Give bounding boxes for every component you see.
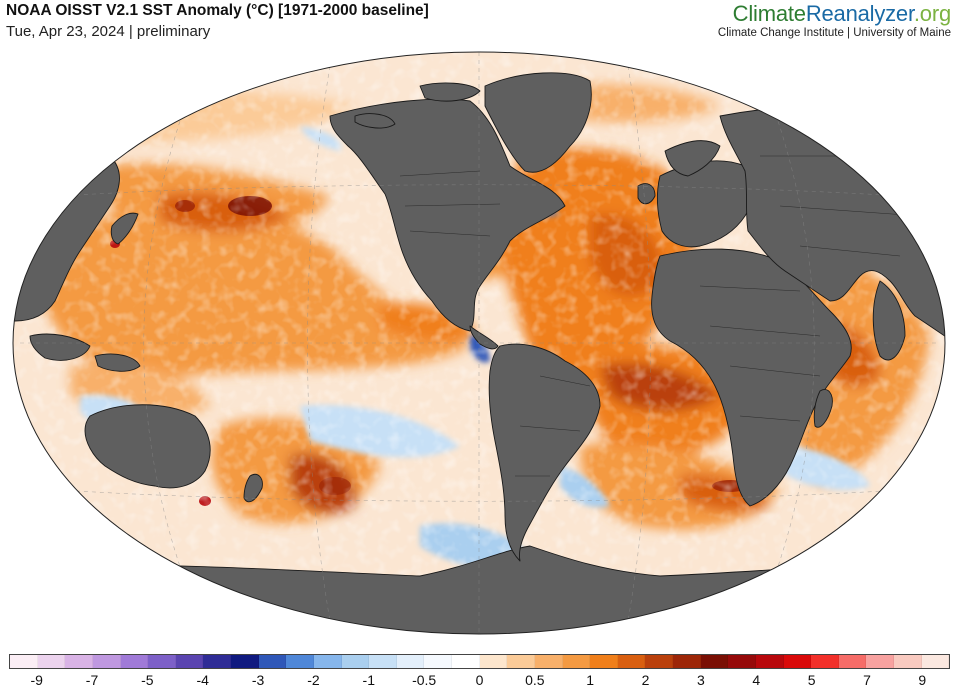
- colorbar-swatch: [120, 655, 149, 668]
- land-india: [872, 280, 906, 361]
- land-europe: [656, 160, 755, 248]
- colorbar-tick-label: -4: [196, 672, 209, 688]
- colorbar-swatch: [755, 655, 784, 668]
- graticule: [20, 52, 938, 634]
- world-map: [0, 46, 959, 642]
- colorbar-swatch: [65, 655, 93, 668]
- colorbar-swatch: [866, 655, 894, 668]
- land-antarctica: [13, 545, 945, 634]
- colorbar-swatch: [562, 655, 591, 668]
- map-date-subtitle: Tue, Apr 23, 2024 | preliminary: [6, 23, 211, 40]
- colorbar-swatch: [894, 655, 922, 668]
- colorbar-swatch: [838, 655, 867, 668]
- colorbar-tick-label: -3: [251, 672, 265, 688]
- colorbar-tick-label: 4: [752, 672, 761, 688]
- colorbar-swatch: [92, 655, 121, 668]
- brand-name-part3: .org: [913, 1, 951, 26]
- land-central-america: [469, 325, 499, 350]
- colorbar-swatch: [313, 655, 342, 668]
- land-greenland: [484, 72, 592, 173]
- colorbar-swatch: [203, 655, 231, 668]
- colorbar-tick-label: -5: [141, 672, 154, 688]
- colorbar-tick-label: 1: [586, 672, 595, 688]
- colorbar-tick-label: -1: [362, 672, 376, 688]
- land-uk: [637, 183, 656, 205]
- land-south-america: [488, 343, 601, 562]
- colorbar-swatch: [700, 655, 729, 668]
- land-new-zealand: [243, 473, 263, 503]
- colorbar-tick-label: -2: [307, 672, 320, 688]
- colorbar-tick-label: 7: [863, 672, 871, 688]
- colorbar-tick-label: 5: [807, 672, 816, 688]
- colorbar-swatch: [148, 655, 176, 668]
- colorbar-tick-label: -7: [85, 672, 99, 688]
- colorbar-tick-label: 2: [641, 672, 650, 688]
- colorbar-swatch: [231, 655, 259, 668]
- land-southeast-asia: [29, 333, 91, 361]
- colorbar-swatch: [10, 655, 38, 668]
- map-title: NOAA OISST V2.1 SST Anomaly (°C) [1971-2…: [6, 2, 429, 19]
- colorbar-swatch: [590, 655, 618, 668]
- land-scandinavia: [664, 140, 721, 177]
- colorbar-swatch: [175, 655, 204, 668]
- colorbar-tick-label: 3: [697, 672, 705, 688]
- colorbar-swatch: [286, 655, 314, 668]
- land-arctic-islands: [419, 82, 481, 102]
- land-madagascar: [813, 389, 833, 428]
- colorbar-swatch: [783, 655, 812, 668]
- land-australia: [84, 404, 211, 489]
- colorbar-swatch: [811, 655, 839, 668]
- colorbar-swatch: [534, 655, 563, 668]
- colorbar-swatch: [341, 655, 370, 668]
- brand-logo[interactable]: ClimateReanalyzer.org Climate Change Ins…: [718, 2, 951, 40]
- colorbar-swatch: [396, 655, 425, 668]
- land-north-america: [329, 98, 566, 332]
- colorbar-swatch: [617, 655, 646, 668]
- ocean-anomaly-field: [13, 52, 945, 634]
- brand-name-part1: Climate: [732, 1, 806, 26]
- colorbar-swatch: [452, 655, 480, 668]
- colorbar-swatch: [479, 655, 508, 668]
- colorbar-swatch: [673, 655, 701, 668]
- brand-tagline: Climate Change Institute | University of…: [717, 27, 951, 39]
- colorbar-swatch: [645, 655, 673, 668]
- colorbar-swatch: [728, 655, 756, 668]
- land-africa: [651, 248, 852, 507]
- colorbar-tick-label: -9: [30, 672, 43, 688]
- colorbar-swatch: [921, 655, 950, 668]
- colorbar-swatch: [37, 655, 66, 668]
- land-japan: [110, 212, 139, 245]
- anomaly-colorbar: [9, 654, 950, 669]
- brand-name-part2: Reanalyzer: [805, 1, 914, 26]
- colorbar-tick-label: 0: [475, 672, 484, 688]
- colorbar-swatch: [424, 655, 452, 668]
- world-map-svg: [12, 51, 946, 635]
- brand-name: ClimateReanalyzer.org: [718, 1, 952, 26]
- globe-outline: [12, 51, 946, 635]
- colorbar-swatch: [507, 655, 535, 668]
- colorbar-swatch: [369, 655, 397, 668]
- colorbar-swatch: [258, 655, 287, 668]
- colorbar-tick-label: 0.5: [525, 672, 545, 688]
- colorbar-tick-labels: -9 -7 -5 -4 -3 -2 -1 -0.5 0 0.5 1 2 3 4 5 7 9: [9, 672, 950, 690]
- colorbar-tick-label: 9: [918, 672, 927, 688]
- colorbar-tick-label: -0.5: [412, 672, 437, 688]
